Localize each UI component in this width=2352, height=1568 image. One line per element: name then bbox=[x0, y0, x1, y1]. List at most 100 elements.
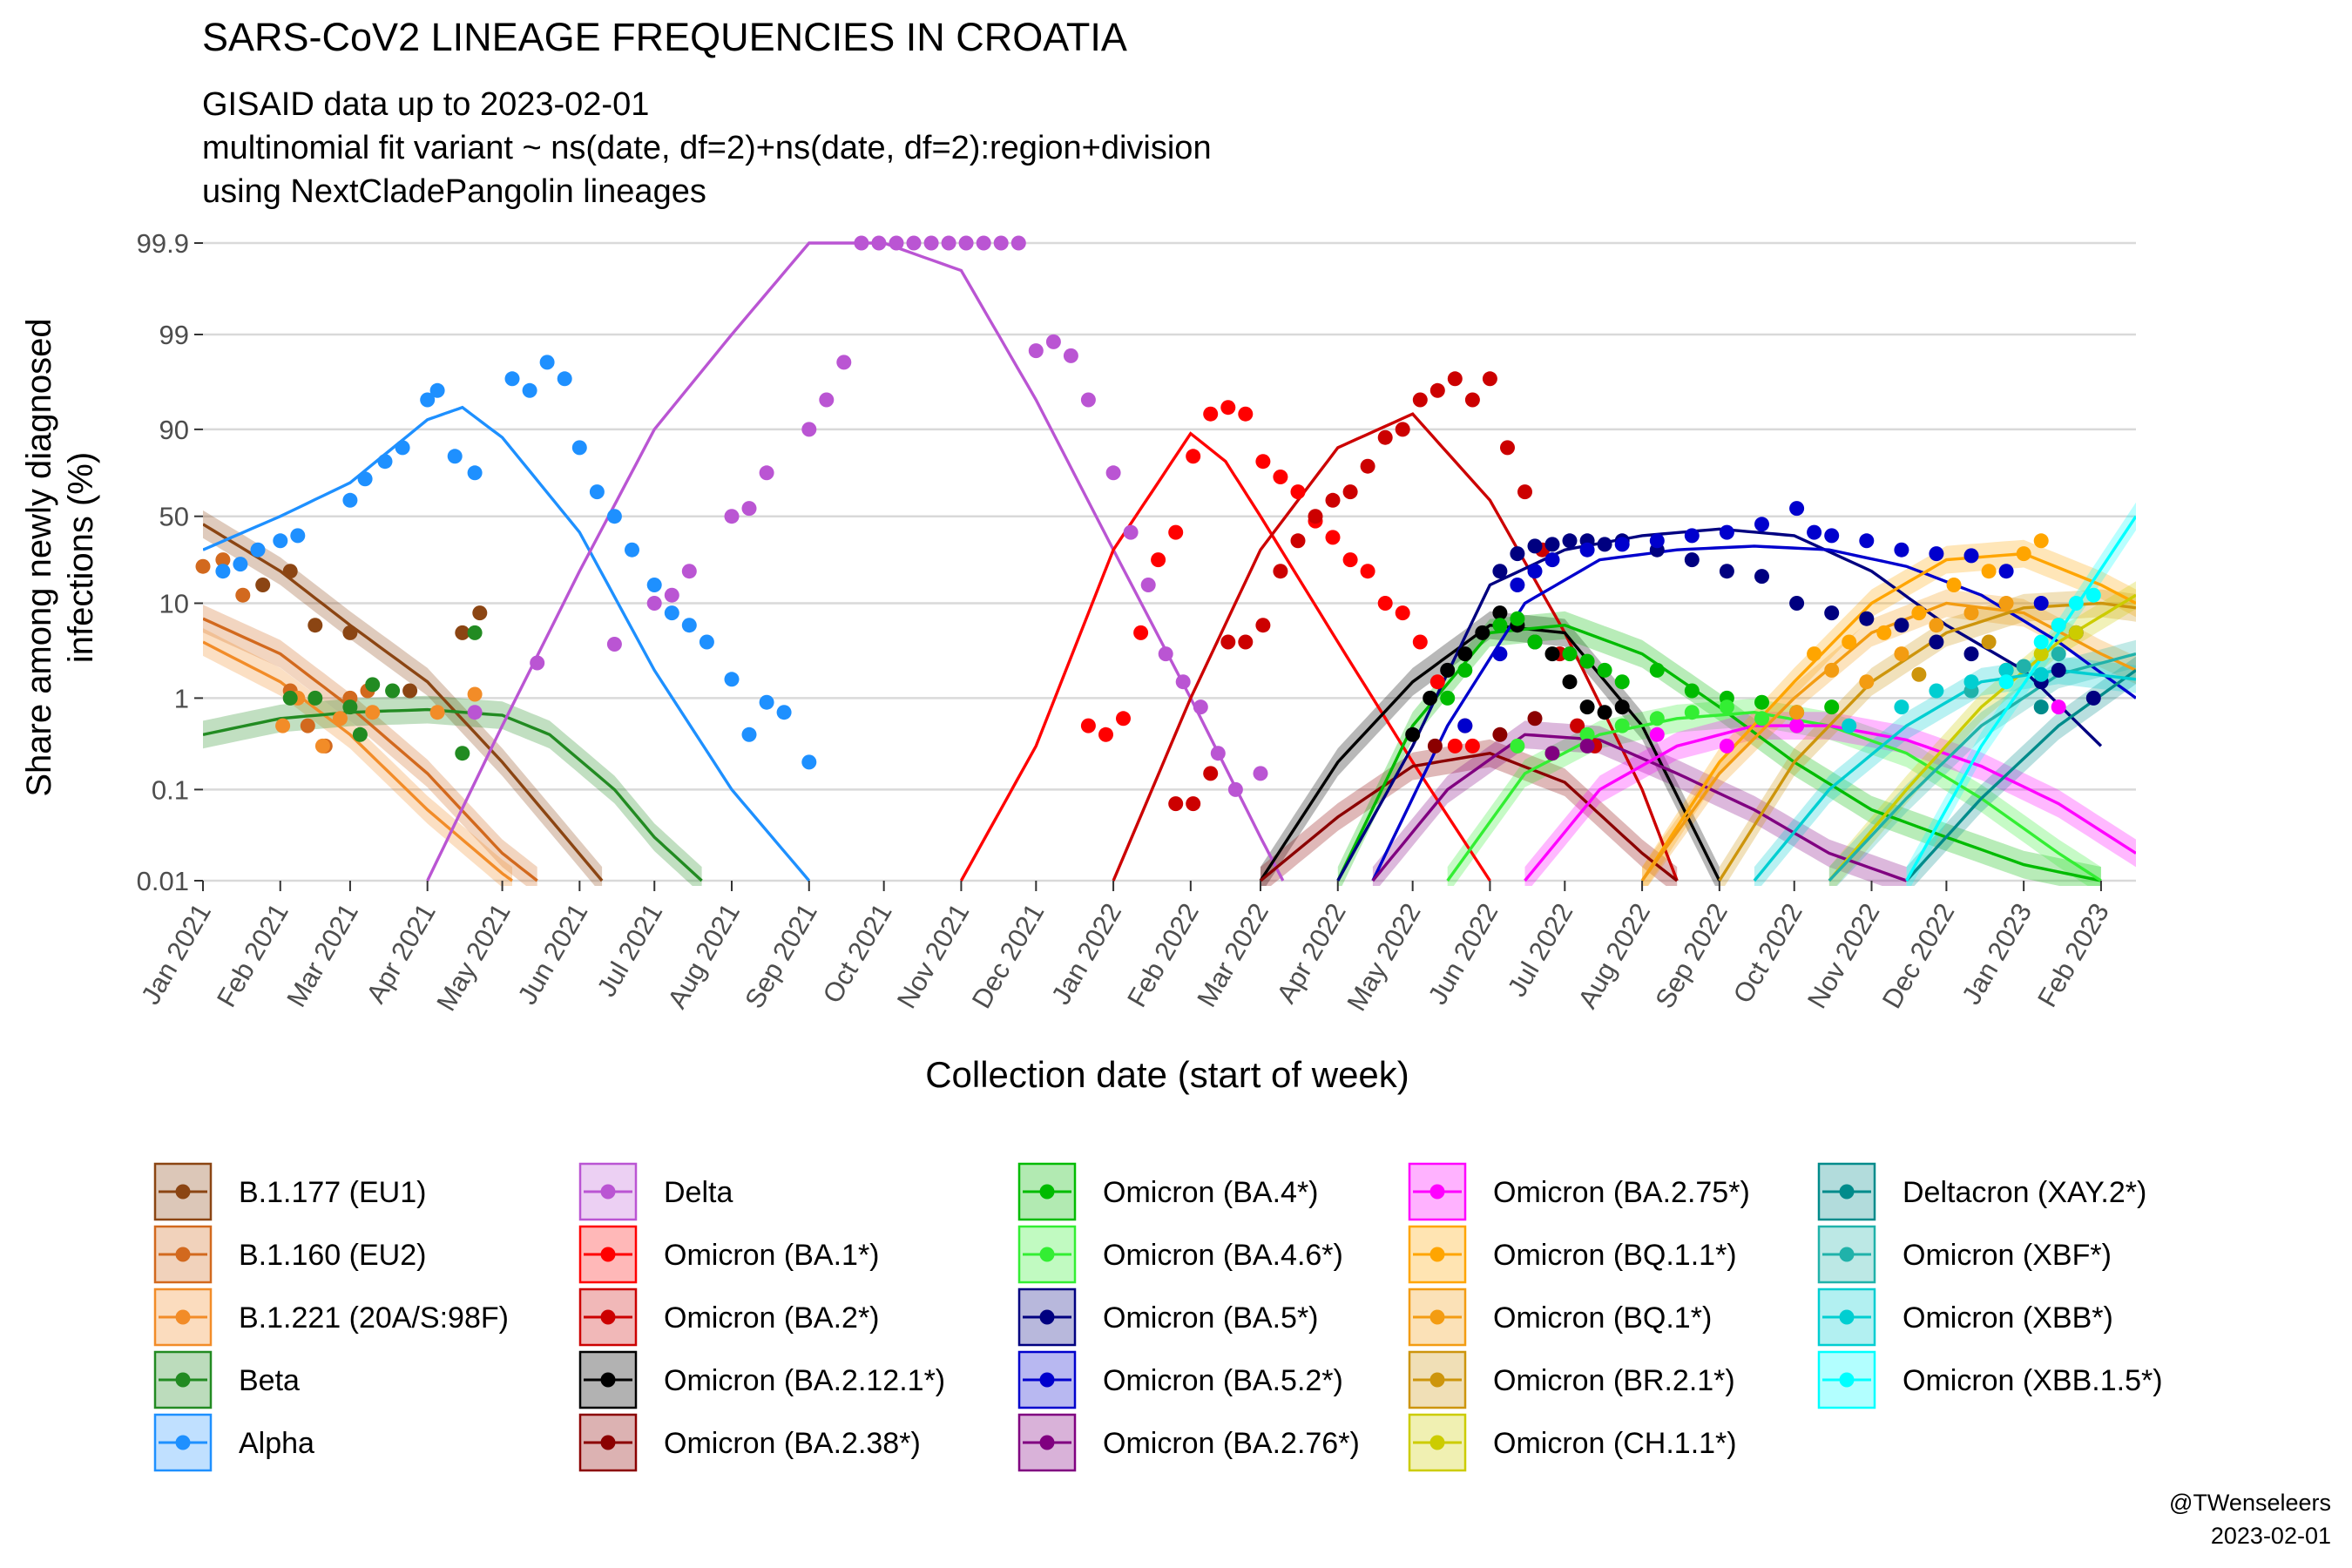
data-point-omicron-ba-2- bbox=[1238, 634, 1254, 650]
data-point-omicron-ba-5- bbox=[2051, 662, 2066, 678]
data-point-omicron-ba-2-75- bbox=[1789, 718, 1805, 733]
legend-item: Omicron (BA.2.76*) bbox=[1017, 1413, 1360, 1472]
data-point-delta bbox=[819, 392, 835, 408]
data-point-beta bbox=[308, 690, 323, 706]
data-point-beta bbox=[385, 683, 401, 699]
data-point-omicron-ba-1- bbox=[1377, 596, 1393, 611]
data-point-delta bbox=[530, 655, 545, 671]
legend-label: Omicron (BA.5.2*) bbox=[1103, 1364, 1343, 1397]
data-point-delta bbox=[1140, 578, 1156, 592]
y-tick-label: 50 bbox=[159, 502, 189, 532]
data-point-omicron-ba-5-2- bbox=[1998, 564, 2014, 579]
data-point-omicron-bq-1-1- bbox=[1911, 605, 1927, 621]
data-point-omicron-ba-5-2- bbox=[2033, 596, 2049, 611]
legend-item: Deltacron (XAY.2*) bbox=[1817, 1162, 2146, 1221]
legend-label: Omicron (CH.1.1*) bbox=[1493, 1427, 1737, 1460]
fit-line-omicron-xbf- bbox=[1828, 652, 2136, 882]
data-point-alpha bbox=[539, 355, 555, 370]
data-point-b-1-160-eu2- bbox=[300, 718, 315, 733]
data-point-omicron-ba-4-6- bbox=[1719, 700, 1734, 715]
legend-key-dot bbox=[600, 1184, 616, 1200]
data-point-omicron-ba-1- bbox=[1360, 564, 1375, 579]
data-point-omicron-bq-1-1- bbox=[1946, 578, 1962, 592]
fit-line-omicron-ba-2- bbox=[1112, 412, 1679, 882]
data-point-omicron-ba-1- bbox=[1186, 449, 1201, 464]
data-point-omicron-ba-4- bbox=[1684, 683, 1700, 699]
data-point-b-1-221-20a-s-98f- bbox=[275, 718, 291, 733]
data-point-alpha bbox=[357, 471, 373, 487]
legend-item: Omicron (BA.4*) bbox=[1017, 1162, 1319, 1221]
legend-key-dot bbox=[1039, 1435, 1055, 1450]
data-point-omicron-bq-1- bbox=[1824, 662, 1840, 678]
legend-key-dot bbox=[1839, 1309, 1855, 1325]
y-tick-label: 0.01 bbox=[137, 866, 189, 896]
data-point-delta bbox=[923, 235, 939, 251]
ribbon-omicron-ba-2-76- bbox=[1372, 720, 1907, 886]
data-point-omicron-ba-1- bbox=[1098, 727, 1113, 742]
data-point-delta bbox=[1028, 343, 1044, 359]
data-point-omicron-ba-4- bbox=[1614, 674, 1630, 690]
data-point-alpha bbox=[429, 382, 445, 398]
legend-key-dot bbox=[175, 1247, 191, 1262]
data-point-omicron-xbb-1-5- bbox=[2051, 618, 2066, 633]
data-point-alpha bbox=[215, 564, 231, 579]
data-point-omicron-ba-5- bbox=[1510, 546, 1525, 562]
data-point-omicron-ba-4- bbox=[1510, 611, 1525, 626]
data-point-omicron-ba-5-2- bbox=[1579, 542, 1595, 558]
data-point-omicron-ba-4- bbox=[1492, 618, 1508, 633]
data-point-alpha bbox=[606, 509, 622, 524]
data-point-omicron-ba-5- bbox=[1859, 611, 1875, 626]
data-point-omicron-ba-1- bbox=[1325, 530, 1341, 545]
data-point-omicron-xbf- bbox=[2016, 659, 2031, 674]
data-point-omicron-ba-2- bbox=[1412, 392, 1428, 408]
fit-line-omicron-ba-2-76- bbox=[1371, 733, 1908, 882]
data-point-b-1-177-eu1- bbox=[308, 618, 323, 633]
data-point-omicron-ba-2- bbox=[1290, 533, 1306, 549]
data-point-delta bbox=[681, 564, 697, 579]
legend-item: Omicron (BA.4.6*) bbox=[1017, 1225, 1343, 1284]
data-point-omicron-xbb-1-5- bbox=[2085, 587, 2101, 603]
data-point-alpha bbox=[273, 533, 288, 549]
y-tick-label: 0.1 bbox=[152, 774, 189, 805]
legend-label: Deltacron (XAY.2*) bbox=[1903, 1176, 2146, 1209]
data-point-omicron-bq-1-1- bbox=[1842, 634, 1857, 650]
legend-key-dot bbox=[1429, 1247, 1445, 1262]
data-point-omicron-ba-2- bbox=[1447, 371, 1463, 387]
data-point-b-1-160-eu2- bbox=[215, 552, 231, 568]
data-point-alpha bbox=[557, 371, 572, 387]
data-point-delta bbox=[606, 637, 622, 652]
data-point-omicron-ba-2- bbox=[1570, 718, 1585, 733]
fit-line-b-1-177-eu1- bbox=[203, 523, 604, 882]
x-axis-label: Collection date (start of week) bbox=[925, 1054, 1409, 1095]
legend-key-dot bbox=[1839, 1372, 1855, 1388]
data-point-omicron-ba-5-2- bbox=[1894, 542, 1909, 558]
data-point-omicron-ba-4- bbox=[1562, 646, 1578, 662]
chart-subtitle-line-2: multinomial fit variant ~ ns(date, df=2)… bbox=[202, 130, 1212, 166]
data-point-omicron-ba-5-2- bbox=[1649, 533, 1665, 549]
ribbon-omicron-ba-4- bbox=[1337, 611, 2101, 886]
data-point-delta bbox=[1063, 348, 1078, 363]
data-point-omicron-ba-4- bbox=[1579, 653, 1595, 669]
data-point-omicron-ba-1- bbox=[1273, 470, 1288, 484]
data-point-alpha bbox=[233, 557, 248, 572]
data-point-beta bbox=[352, 727, 368, 742]
data-point-omicron-ba-5- bbox=[1824, 605, 1840, 621]
data-point-omicron-br-2-1- bbox=[1911, 666, 1927, 682]
data-point-omicron-ba-1- bbox=[1220, 400, 1236, 416]
legend-label: B.1.221 (20A/S:98F) bbox=[239, 1301, 509, 1335]
ribbon-b-1-221-20a-s-98f- bbox=[203, 628, 512, 886]
data-point-delta bbox=[759, 465, 774, 481]
legend-label: Omicron (BQ.1*) bbox=[1493, 1301, 1712, 1335]
data-point-omicron-ba-4- bbox=[1440, 690, 1456, 706]
data-point-omicron-ba-4-6- bbox=[1754, 711, 1769, 727]
data-point-omicron-ba-1- bbox=[1395, 605, 1410, 621]
y-axis-label-line-2: infections (%) bbox=[62, 452, 100, 663]
data-point-alpha bbox=[504, 371, 520, 387]
legend-key-dot bbox=[1039, 1247, 1055, 1262]
data-point-omicron-ba-2-38- bbox=[1427, 738, 1443, 754]
data-point-delta bbox=[1253, 766, 1268, 781]
data-point-omicron-ba-4- bbox=[1527, 634, 1543, 650]
data-point-alpha bbox=[741, 727, 757, 742]
data-point-omicron-xbb- bbox=[1998, 662, 2014, 678]
data-point-delta bbox=[1175, 674, 1191, 690]
